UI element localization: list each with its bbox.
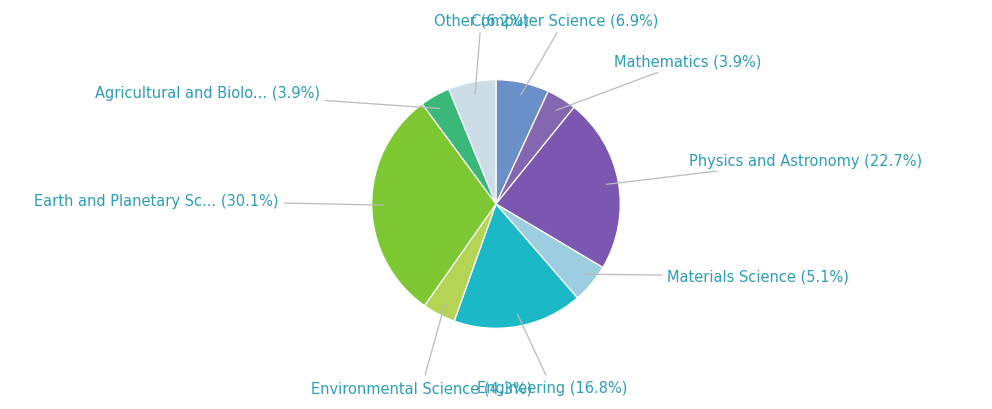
Wedge shape — [423, 90, 496, 204]
Text: Engineering (16.8%): Engineering (16.8%) — [477, 314, 627, 396]
Wedge shape — [496, 204, 603, 298]
Text: Computer Science (6.9%): Computer Science (6.9%) — [470, 13, 658, 96]
Text: Materials Science (5.1%): Materials Science (5.1%) — [582, 269, 849, 284]
Text: Physics and Astronomy (22.7%): Physics and Astronomy (22.7%) — [606, 154, 922, 185]
Wedge shape — [425, 204, 496, 321]
Text: Other (6.2%): Other (6.2%) — [434, 13, 529, 95]
Text: Environmental Science (4.3%): Environmental Science (4.3%) — [310, 304, 532, 396]
Text: Earth and Planetary Sc... (30.1%): Earth and Planetary Sc... (30.1%) — [34, 193, 384, 208]
Text: Agricultural and Biolo... (3.9%): Agricultural and Biolo... (3.9%) — [94, 85, 439, 109]
Wedge shape — [448, 81, 496, 204]
Wedge shape — [372, 105, 496, 306]
Wedge shape — [454, 204, 577, 328]
Text: Mathematics (3.9%): Mathematics (3.9%) — [557, 54, 762, 111]
Wedge shape — [496, 108, 620, 268]
Wedge shape — [496, 92, 574, 204]
Wedge shape — [496, 81, 549, 204]
